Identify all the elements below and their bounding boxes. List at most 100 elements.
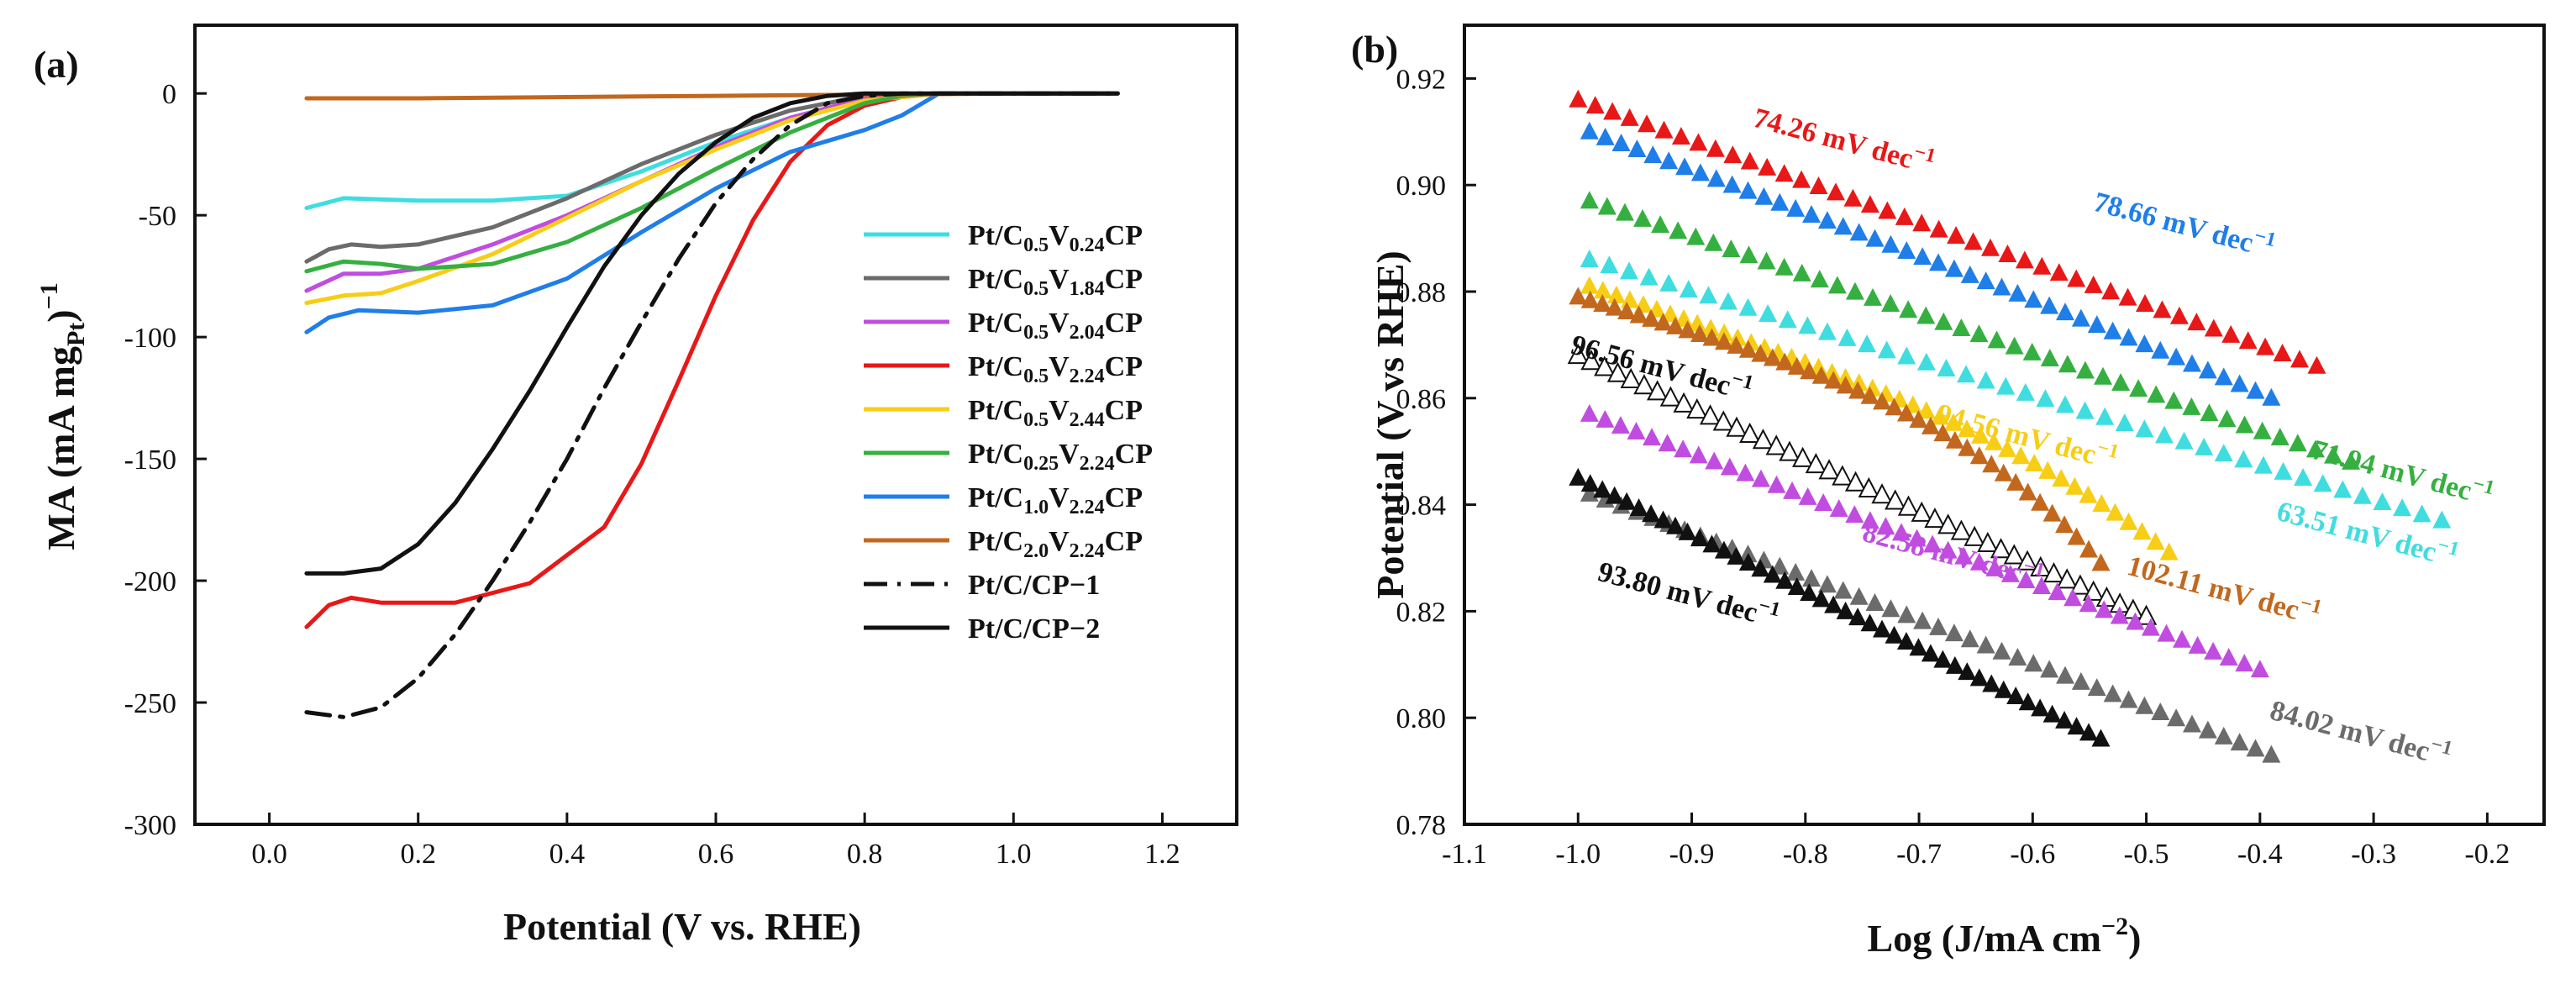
scatter-point bbox=[1885, 625, 1904, 644]
scatter-point bbox=[1654, 120, 1674, 139]
scatter-point bbox=[1836, 601, 1855, 619]
scatter-point bbox=[2071, 671, 2090, 690]
scatter-point bbox=[1916, 401, 1936, 419]
scatter-point bbox=[1849, 587, 1869, 605]
scatter-point bbox=[2087, 678, 2106, 697]
legend-sub: 0.24 bbox=[1070, 234, 1105, 256]
scatter-point bbox=[1643, 145, 1663, 164]
legend-sub: 1.84 bbox=[1070, 278, 1105, 300]
scatter-point bbox=[1921, 644, 1940, 662]
scatter-point bbox=[2135, 334, 2154, 353]
scatter-point bbox=[1798, 487, 1817, 505]
scatter-point bbox=[2038, 460, 2058, 479]
slope-sup: −1 bbox=[2298, 592, 2325, 619]
scatter-point bbox=[1778, 310, 1797, 329]
scatter-point bbox=[1832, 465, 1853, 486]
scatter-point bbox=[1947, 225, 1966, 244]
scatter-point bbox=[1827, 276, 1847, 294]
scatter-series-9 bbox=[1569, 467, 2111, 747]
scatter-point bbox=[1916, 306, 1936, 324]
y-tick-label: -200 bbox=[124, 566, 176, 597]
scatter-point bbox=[1706, 139, 1725, 157]
legend-sub: 0.25 bbox=[1023, 453, 1059, 475]
legend-text: Pt/C bbox=[968, 351, 1023, 382]
legend-label-4: Pt/C0.5V2.44CP bbox=[968, 395, 1143, 431]
scatter-point bbox=[2135, 696, 2154, 714]
x-axis-label: Potential (V vs. RHE) bbox=[503, 905, 861, 948]
scatter-point bbox=[1606, 361, 1629, 382]
scatter-point bbox=[1597, 197, 1617, 215]
scatter-point bbox=[2132, 522, 2152, 540]
scatter-point bbox=[2153, 300, 2172, 318]
legend-text: V bbox=[1059, 439, 1080, 470]
scatter-point bbox=[1699, 404, 1722, 425]
scatter-point bbox=[1763, 565, 1782, 583]
scatter-point bbox=[1885, 489, 1906, 510]
scatter-point bbox=[1567, 343, 1589, 365]
slope-label-8: 84.02 mV dec−1 bbox=[2267, 691, 2455, 773]
scatter-point bbox=[2221, 324, 2241, 343]
scatter-point bbox=[1829, 499, 1848, 518]
scatter-point bbox=[2141, 618, 2160, 636]
scatter-point bbox=[1666, 316, 1685, 334]
scatter-point bbox=[2030, 555, 2052, 576]
scatter-point bbox=[1774, 164, 1794, 182]
scatter-point bbox=[1765, 434, 1787, 455]
legend-label-5: Pt/C0.25V2.24CP bbox=[968, 439, 1153, 475]
scatter-point bbox=[1686, 227, 1706, 245]
scatter-point bbox=[1921, 416, 1940, 434]
scatter-point bbox=[1738, 553, 1758, 571]
scatter-point bbox=[2274, 461, 2293, 480]
scatter-point bbox=[1611, 133, 1631, 151]
scatter-point bbox=[1885, 397, 1904, 416]
scatter-point bbox=[1791, 446, 1814, 467]
scatter-point bbox=[1720, 457, 1739, 476]
scatter-point bbox=[1849, 373, 1869, 392]
scatter-point bbox=[2091, 729, 2111, 747]
scatter-point bbox=[1848, 381, 1868, 399]
y-tick-label: 0.90 bbox=[1396, 171, 1447, 202]
scatter-point bbox=[1617, 492, 1637, 510]
scatter-point bbox=[1722, 175, 1742, 193]
scatter-point bbox=[1702, 534, 1722, 553]
scatter-point bbox=[1792, 263, 1811, 282]
scatter-point bbox=[2182, 397, 2201, 415]
scatter-point bbox=[1876, 517, 1895, 535]
scatter-point bbox=[1897, 240, 1916, 259]
scatter-point bbox=[1881, 599, 1900, 618]
scatter-point bbox=[1689, 133, 1708, 151]
scatter-point bbox=[1712, 410, 1734, 431]
y-tick-label: -100 bbox=[124, 323, 176, 354]
scatter-point bbox=[1964, 232, 1983, 250]
scatter-point bbox=[1969, 668, 1989, 687]
scatter-point bbox=[2214, 444, 2233, 462]
scatter-point bbox=[1950, 519, 1973, 540]
scatter-point bbox=[1619, 261, 1638, 280]
scatter-point bbox=[1933, 424, 1953, 442]
scatter-point bbox=[1873, 392, 1892, 410]
scatter-point bbox=[1836, 376, 1855, 394]
scatter-point bbox=[1727, 546, 1746, 565]
scatter-point bbox=[1969, 446, 1989, 465]
scatter-point bbox=[1653, 313, 1673, 331]
scatter-point bbox=[1786, 198, 1806, 217]
scatter-point bbox=[1606, 285, 1626, 303]
y-tick-label: 0.80 bbox=[1396, 703, 1447, 734]
scatter-point bbox=[1633, 374, 1655, 395]
y-tick-label: 0 bbox=[162, 79, 176, 110]
panel-label-a: (a) bbox=[34, 43, 79, 86]
scatter-point bbox=[1726, 416, 1748, 437]
legend-text: V bbox=[1049, 395, 1070, 426]
scatter-point bbox=[2198, 720, 2217, 739]
scatter-point bbox=[2075, 401, 2095, 419]
scatter-point bbox=[1881, 234, 1900, 253]
x-tick-label: 0.8 bbox=[847, 839, 883, 870]
scatter-point bbox=[2024, 290, 2043, 308]
scatter-point bbox=[1704, 233, 1723, 251]
scatter-point bbox=[1699, 286, 1718, 304]
scatter-point bbox=[1627, 139, 1647, 158]
scatter-point bbox=[1767, 475, 1786, 493]
scatter-point bbox=[2000, 564, 2020, 582]
legend-sub: 0.5 bbox=[1023, 322, 1049, 344]
scatter-point bbox=[1666, 516, 1685, 534]
